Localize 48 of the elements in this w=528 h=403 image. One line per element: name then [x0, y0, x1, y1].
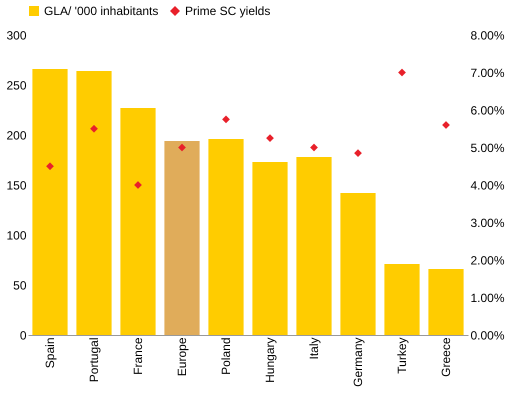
y2-tick-label: 1.00%	[470, 291, 505, 305]
bar	[120, 108, 156, 335]
point	[310, 144, 318, 152]
point	[222, 116, 230, 124]
bar	[252, 162, 288, 335]
x-tick-label: Turkey	[395, 338, 409, 374]
y2-tick-label: 6.00%	[470, 104, 505, 118]
x-tick-label: Portugal	[87, 338, 101, 382]
x-tick-label: France	[131, 337, 145, 375]
bar	[384, 264, 420, 335]
y2-tick-label: 2.00%	[470, 254, 505, 268]
y2-tick-label: 0.00%	[470, 328, 505, 342]
legend-label: Prime SC yields	[185, 4, 270, 18]
point	[90, 124, 98, 133]
point	[178, 144, 186, 152]
x-tick-label: Italy	[307, 338, 321, 360]
point	[354, 149, 362, 157]
point	[442, 121, 450, 129]
y2-tick-label: 3.00%	[470, 216, 505, 230]
x-tick-label: Spain	[43, 338, 57, 368]
y-tick-label: 100	[6, 228, 27, 242]
x-tick-label: Greece	[439, 337, 453, 377]
y2-tick-label: 4.00%	[470, 178, 505, 192]
bar	[428, 269, 464, 335]
point	[266, 134, 274, 142]
point	[46, 162, 54, 170]
bar	[340, 193, 376, 335]
y-tick-label: 300	[6, 28, 27, 42]
x-tick-label: Europe	[175, 337, 189, 376]
legend-label: GLA/ '000 inhabitants	[44, 4, 158, 18]
y-tick-label: 50	[13, 278, 27, 292]
y-tick-label: 0	[20, 328, 27, 342]
x-tick-label: Germany	[351, 338, 365, 387]
bar	[296, 157, 332, 335]
y2-tick-label: 5.00%	[470, 141, 505, 155]
point	[398, 68, 406, 76]
y-tick-label: 150	[6, 178, 27, 192]
x-tick-label: Hungary	[263, 338, 277, 383]
y-tick-label: 250	[6, 78, 27, 92]
bar	[32, 69, 68, 335]
y2-tick-label: 7.00%	[470, 66, 505, 80]
y2-tick-label: 8.00%	[470, 28, 505, 42]
x-tick-label: Poland	[219, 338, 233, 375]
bar	[208, 139, 244, 335]
bar	[76, 71, 112, 335]
y-tick-label: 200	[6, 128, 27, 142]
bar	[164, 141, 200, 335]
point	[134, 181, 142, 189]
